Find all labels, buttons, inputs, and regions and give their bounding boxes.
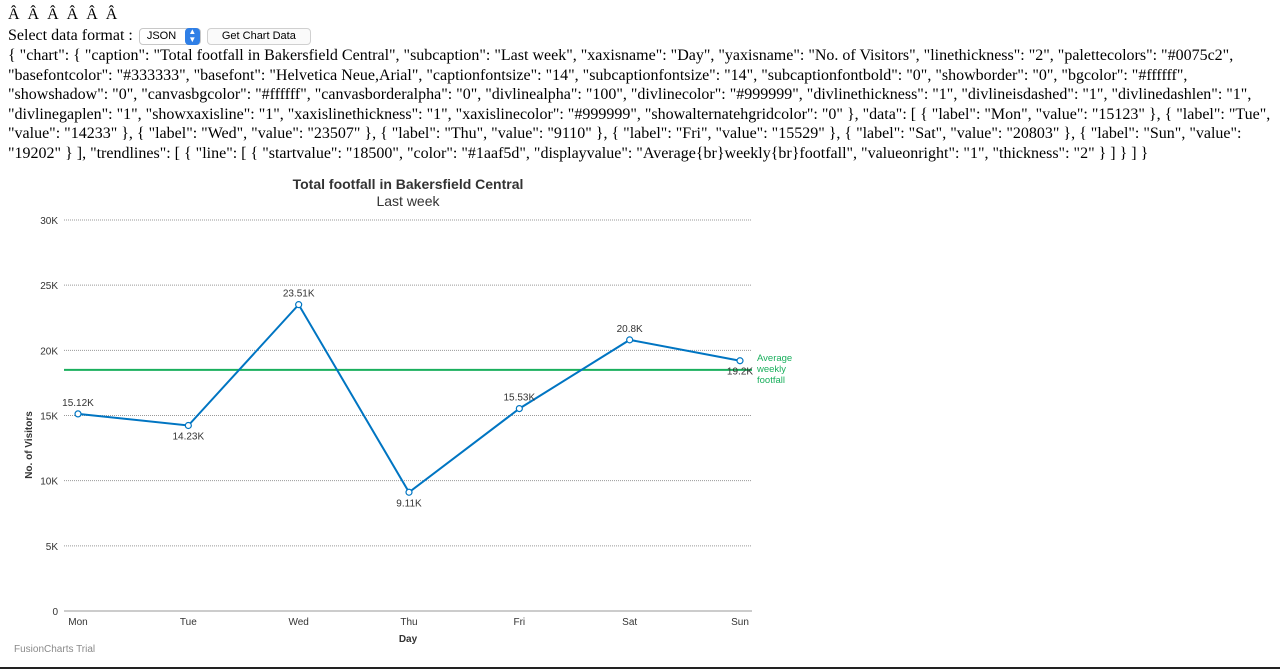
data-point	[405, 488, 413, 496]
watermark-text: FusionCharts Trial	[14, 644, 96, 655]
data-point	[184, 421, 192, 430]
get-chart-data-button[interactable]: Get Chart Data	[206, 27, 311, 45]
y-tick-label: 20K	[40, 346, 58, 357]
line-chart: Total footfall in Bakersfield Central La…	[24, 176, 792, 645]
data-label: 19.2K	[727, 367, 753, 378]
x-tick-label: Wed	[288, 617, 308, 628]
data-point	[736, 357, 744, 365]
x-tick-label: Fri	[513, 617, 525, 628]
trendline-label: weekly	[756, 364, 786, 375]
data-point	[515, 405, 523, 413]
trendline-label: footfall	[757, 375, 785, 386]
x-tick-label: Thu	[400, 617, 417, 628]
data-label: 14.23K	[172, 431, 204, 442]
trendline-label: Average	[757, 353, 792, 364]
data-point	[626, 336, 634, 344]
data-label: 15.53K	[503, 393, 535, 404]
data-label: 15.12K	[62, 398, 94, 409]
chevron-updown-icon: ▲ ▼	[184, 27, 200, 45]
x-axis-title: Day	[399, 634, 418, 645]
y-tick-label: 30K	[40, 216, 58, 227]
y-tick-label: 5K	[46, 542, 59, 553]
data-point	[295, 301, 303, 309]
chart-title: Total footfall in Bakersfield Central	[293, 176, 524, 192]
data-point	[74, 410, 82, 418]
y-tick-label: 15K	[40, 412, 58, 423]
data-label: 23.51K	[283, 289, 315, 300]
page-bottom-divider	[0, 667, 1280, 669]
y-tick-label: 25K	[40, 281, 58, 292]
data-format-controls: Select data format : JSON ▲ ▼ Get Chart D…	[8, 26, 311, 46]
data-format-label: Select data format :	[8, 27, 133, 44]
garbled-header-text: Â Â Â Â Â Â	[8, 6, 120, 23]
data-format-select[interactable]: JSON ▲ ▼	[138, 27, 201, 45]
data-label: 9.11K	[396, 498, 422, 509]
plot-area: 0 5K 10K 15K 20K 25K 30K Mon Tue Wed Thu Fri Sat Sun A…	[40, 216, 792, 628]
x-tick-label: Mon	[68, 617, 87, 628]
json-output-text: { "chart": { "caption": "Total footfall …	[8, 47, 1271, 162]
x-tick-label: Sun	[731, 617, 749, 628]
data-label: 20.8K	[617, 324, 643, 335]
y-tick-label: 10K	[40, 477, 58, 488]
y-tick-label: 0	[52, 607, 58, 618]
chart-subtitle: Last week	[376, 193, 440, 209]
data-format-selected-value: JSON	[146, 29, 177, 42]
x-tick-label: Tue	[180, 617, 197, 628]
y-axis-title: No. of Visitors	[24, 411, 35, 479]
x-tick-label: Sat	[622, 617, 637, 628]
